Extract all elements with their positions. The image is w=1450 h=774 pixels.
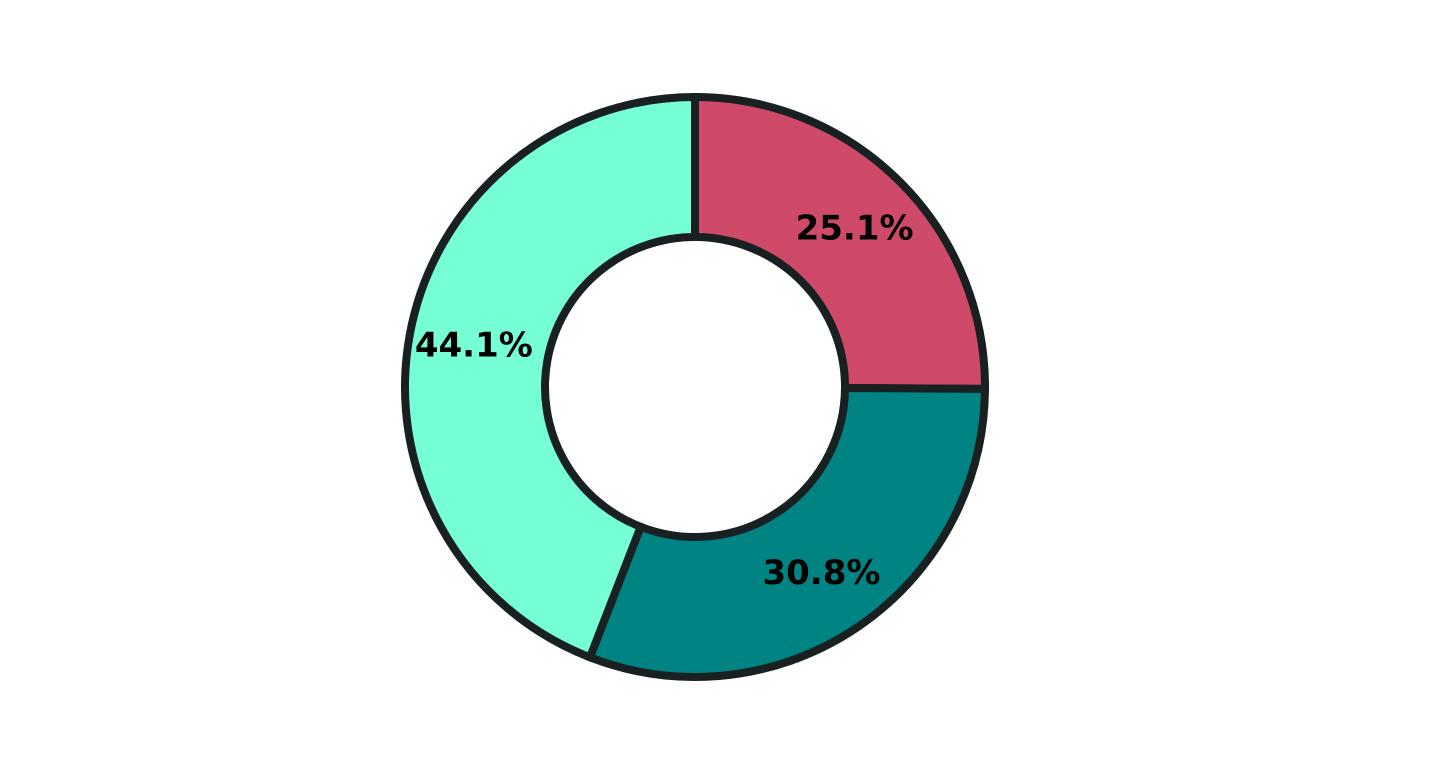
labels-layer: 25.1% 30.8% 44.1% [415,208,914,593]
slice-label-2: 30.8% [762,553,880,593]
slice-label-3: 44.1% [415,326,533,366]
donut-slice-2 [584,383,990,681]
donut-slice-3 [401,92,699,663]
slices-layer [401,92,990,681]
slice-label-1: 25.1% [796,208,914,248]
donut-slice-1 [691,92,989,393]
